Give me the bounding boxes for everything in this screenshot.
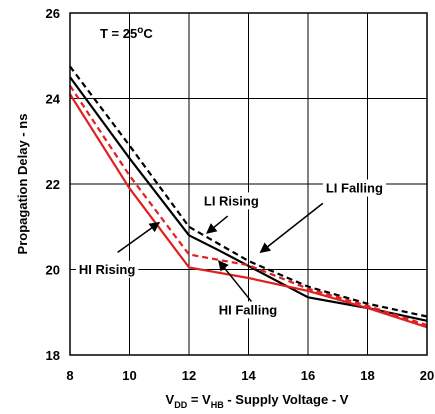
- x-tick-label: 14: [241, 368, 256, 383]
- condition-label: T = 25oC: [100, 25, 153, 41]
- y-axis-label: Propagation Delay - ns: [15, 114, 30, 255]
- x-tick-label: 8: [66, 368, 73, 383]
- x-axis-label-v1: V: [166, 392, 175, 407]
- annotation-bg-hi-rising: [75, 260, 139, 278]
- annotation-hi-rising: HI Rising: [79, 262, 135, 277]
- annotation-hi-falling: HI Falling: [219, 302, 278, 317]
- y-tick-labels: 18 20 22 24 26: [46, 6, 61, 363]
- annotation-li-rising: LI Rising: [204, 193, 259, 208]
- y-tick-label: 18: [46, 348, 60, 363]
- x-axis-label: VDD = VHB - Supply Voltage - V: [166, 392, 349, 410]
- annotation-layer: LI Falling LI Rising HI Rising HI Falling: [75, 179, 386, 319]
- x-tick-label: 12: [182, 368, 196, 383]
- annotation-bg-hi-falling: [215, 301, 281, 319]
- condition-suffix: C: [143, 26, 153, 41]
- condition-prefix: T = 25: [100, 26, 137, 41]
- annotation-bg-li-rising: [200, 192, 262, 210]
- x-tick-labels: 8 10 12 14 16 18 20: [66, 368, 434, 383]
- annotation-bg-li-falling: [322, 179, 386, 197]
- x-tick-label: 20: [420, 368, 434, 383]
- x-axis-label-sub1: DD: [174, 400, 187, 410]
- annotation-arrow-li-rising: [206, 215, 229, 234]
- series-layer: [69, 65, 428, 329]
- condition-sup: o: [137, 25, 143, 36]
- annotation-arrow-hi-rising: [117, 221, 161, 254]
- annotation-arrow-hi-falling: [218, 260, 253, 303]
- y-tick-label: 20: [46, 263, 60, 278]
- x-tick-label: 10: [122, 368, 136, 383]
- annotation-arrow-li-falling: [259, 202, 324, 254]
- x-axis-label-eq: = V: [187, 392, 211, 407]
- series-line-li-falling: [69, 65, 428, 318]
- y-tick-label: 22: [46, 177, 60, 192]
- x-axis-label-rest: - Supply Voltage - V: [224, 392, 349, 407]
- y-tick-label: 24: [46, 92, 61, 107]
- series-line-hi-rising: [69, 93, 428, 329]
- series-line-hi-falling: [69, 85, 428, 327]
- x-tick-label: 16: [301, 368, 315, 383]
- x-axis-label-sub2: HB: [211, 400, 224, 410]
- plot-frame: [69, 12, 428, 356]
- y-tick-label: 26: [46, 6, 60, 21]
- x-tick-label: 18: [360, 368, 374, 383]
- annotation-li-falling: LI Falling: [326, 181, 383, 196]
